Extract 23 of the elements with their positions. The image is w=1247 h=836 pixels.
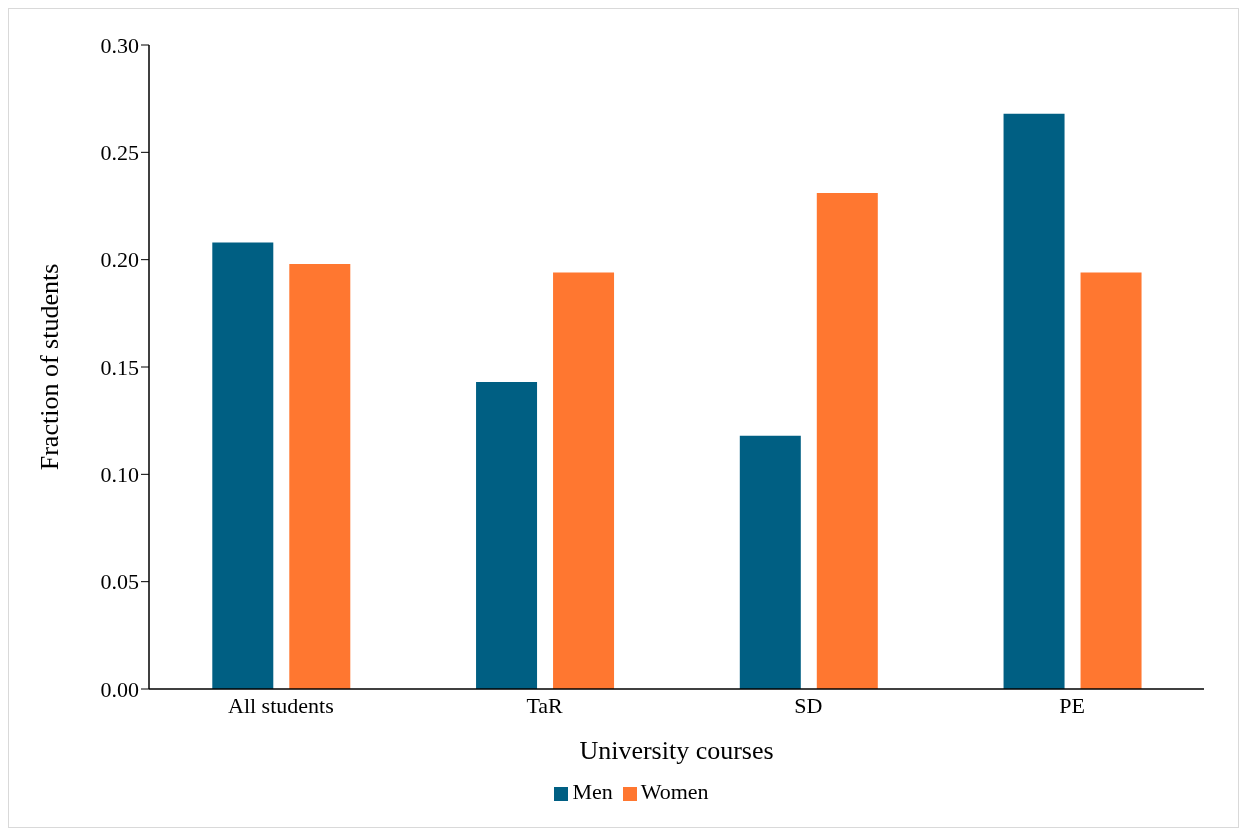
y-tick-label: 0.20 — [100, 247, 139, 273]
bar — [553, 272, 615, 689]
legend-label: Women — [640, 779, 709, 804]
bar — [476, 382, 538, 689]
y-tick-label: 0.05 — [100, 569, 139, 595]
y-tick-label: 0.10 — [100, 462, 139, 488]
bar — [739, 435, 801, 689]
legend-label: Men — [572, 779, 613, 804]
bar — [289, 263, 351, 689]
y-tick-label: 0.00 — [100, 676, 139, 702]
y-tick-label: 0.25 — [100, 140, 139, 166]
bar — [1080, 272, 1142, 689]
bar — [816, 193, 878, 689]
bar — [1003, 113, 1065, 689]
y-tick-label: 0.30 — [100, 32, 139, 58]
y-tick-label: 0.15 — [100, 354, 139, 380]
x-tick-label: PE — [1059, 692, 1085, 718]
x-tick-label: TaR — [526, 692, 564, 718]
x-tick-label: All students — [228, 692, 334, 718]
x-tick-label: SD — [794, 692, 823, 718]
y-axis-title: Fraction of students — [35, 263, 65, 471]
bar — [212, 242, 274, 689]
x-axis-title: University courses — [579, 736, 774, 765]
